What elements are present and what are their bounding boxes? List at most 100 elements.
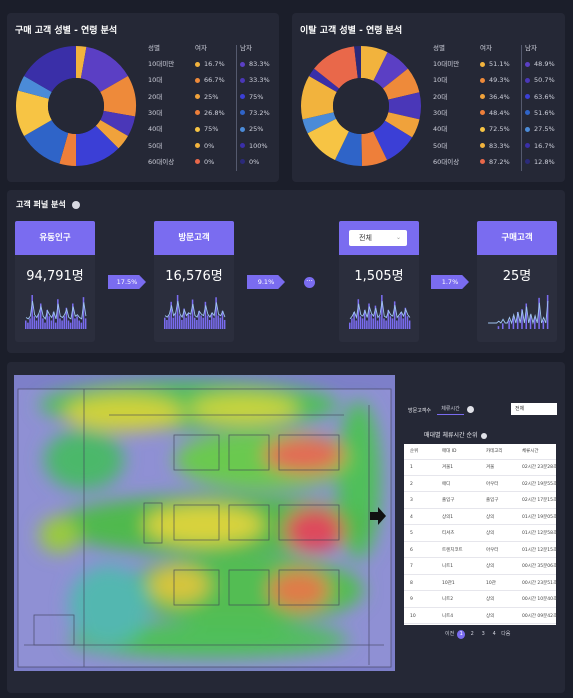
table-row[interactable]: 5 티셔츠 상의 01시간 12분58초: [404, 526, 557, 542]
spark-bar: [31, 295, 33, 329]
panel-title: 고객 퍼널 분석: [16, 199, 80, 210]
table-row[interactable]: 9 니트2 상의 00시간 10분40초: [404, 592, 557, 608]
age-label: 40대: [148, 124, 162, 134]
donut-slice: [388, 92, 421, 120]
spark-bar: [391, 318, 394, 329]
spark-bar: [59, 318, 61, 329]
table-row[interactable]: 10 니트4 상의 00시간 09분42초: [404, 609, 558, 624]
column-header: 여자: [195, 44, 207, 52]
spark-bar: [219, 317, 222, 329]
spark-bar: [172, 317, 175, 329]
spark-bar: [213, 317, 215, 329]
female-percent-text: 25%: [204, 92, 219, 101]
pagination-next[interactable]: 다음: [501, 631, 511, 637]
male-percent-text: 25%: [249, 125, 264, 134]
table-cell: 9: [410, 597, 413, 602]
info-icon[interactable]: [481, 432, 488, 439]
legend-dot: [525, 61, 530, 67]
pagination-page[interactable]: 2: [470, 631, 474, 637]
male-percent-text: 100%: [249, 141, 268, 150]
spark-line: [25, 300, 87, 320]
age-label: 30대: [148, 108, 162, 118]
more-icon[interactable]: ···: [304, 277, 315, 288]
age-label: 60대이상: [148, 157, 174, 167]
spark-bar: [82, 297, 85, 329]
donut-slice: [24, 46, 76, 92]
spark-bar: [497, 326, 500, 329]
ranking-title: 매대별 체류시간 순위: [424, 430, 488, 439]
spark-bar: [387, 309, 390, 329]
spark-bar: [44, 322, 46, 329]
pagination-prev[interactable]: 이전: [445, 631, 455, 637]
spark-bar: [217, 315, 219, 329]
column-header: 성별: [433, 44, 445, 52]
sparkline: [488, 295, 549, 329]
table-cell: 4: [410, 514, 413, 520]
sparkline: [349, 295, 411, 329]
spark-bar: [378, 316, 381, 329]
spark-bar: [54, 322, 57, 329]
female-percent: 16.7%: [195, 59, 225, 69]
female-percent-text: 48.4%: [489, 108, 510, 117]
donut-slice: [59, 132, 76, 166]
donut-slice: [301, 76, 337, 120]
info-icon[interactable]: [467, 406, 474, 413]
info-icon[interactable]: [71, 200, 80, 209]
female-percent-text: 87.2%: [489, 157, 510, 166]
spark-bar: [381, 295, 383, 329]
donut-slice: [24, 120, 69, 164]
table-row[interactable]: 8 10관1 10관 00시간 23분51초: [404, 576, 557, 591]
table-row[interactable]: 1 겨울1 겨울 02시간 23분28초: [404, 460, 557, 476]
age-label: 30대: [433, 108, 447, 118]
stage-select[interactable]: 전체 ⌄: [349, 230, 407, 246]
age-label-text: 40대: [148, 125, 163, 134]
table-cell: 상의: [486, 613, 495, 619]
spark-bar: [72, 303, 74, 329]
table-row[interactable]: 3 출입구 출입구 02시간 17분15초: [404, 493, 557, 509]
male-percent: 83.3%: [240, 59, 270, 69]
pagination-page[interactable]: 4: [492, 631, 496, 637]
table-cell: 00시간 09분42초: [522, 613, 558, 619]
column-header: 체류시간: [522, 449, 539, 454]
spark-bar: [357, 299, 360, 329]
heatmap-filter-select[interactable]: 전체: [511, 403, 557, 415]
legend-dot: [195, 159, 200, 165]
spark-bar: [404, 307, 407, 329]
female-percent-text: 66.7%: [204, 76, 225, 85]
pagination-page[interactable]: 3: [481, 631, 485, 637]
spark-bar: [42, 318, 44, 329]
spark-bar: [359, 316, 362, 329]
table-row[interactable]: 7 니트1 상의 00시간 35분06초: [404, 559, 557, 575]
legend-dot: [480, 77, 485, 83]
spark-bar: [27, 322, 29, 329]
male-percent-text: 75%: [249, 92, 264, 101]
pagination-page[interactable]: 1: [457, 630, 466, 639]
legend-dot: [480, 159, 485, 165]
spark-bar: [406, 316, 409, 329]
donut-slice: [302, 112, 337, 134]
legend-dot: [240, 61, 245, 67]
column-header: 성별: [148, 44, 160, 52]
pagination: 이전 1 2 3 4 다음: [445, 630, 513, 640]
table-cell: 아우터: [486, 481, 499, 487]
table-row[interactable]: 2 애디 아우터 02시간 19분55초: [404, 477, 557, 492]
stage-label: 방문고객: [154, 221, 234, 255]
spark-bar: [39, 303, 42, 329]
table-header: 순위 매대 ID 카테고리 체류시간: [404, 444, 556, 460]
male-percent-text: 83.3%: [249, 60, 270, 68]
spark-bar: [408, 320, 411, 329]
female-percent-text: 72.5%: [489, 125, 510, 134]
legend-dot: [195, 110, 200, 116]
spark-bar: [63, 316, 66, 329]
table-cell: 겨울1: [442, 465, 454, 470]
panel-title: 구매 고객 성별 - 연령 분석: [15, 26, 118, 36]
column-header: 남자: [240, 44, 252, 52]
heatmap-filter-tab[interactable]: 체류시간: [437, 404, 464, 415]
spark-bar: [529, 314, 532, 329]
spark-bar: [393, 301, 396, 329]
male-percent-text: 16.7%: [534, 141, 555, 150]
table-row[interactable]: 6 트렌치코트 아우터 01시간 12분15초: [404, 543, 557, 558]
table-row[interactable]: 4 상의1 상의 01시간 19분05초: [404, 510, 557, 525]
female-percent: 72.5%: [480, 124, 510, 134]
conversion-rate: 9.1%: [247, 275, 285, 289]
